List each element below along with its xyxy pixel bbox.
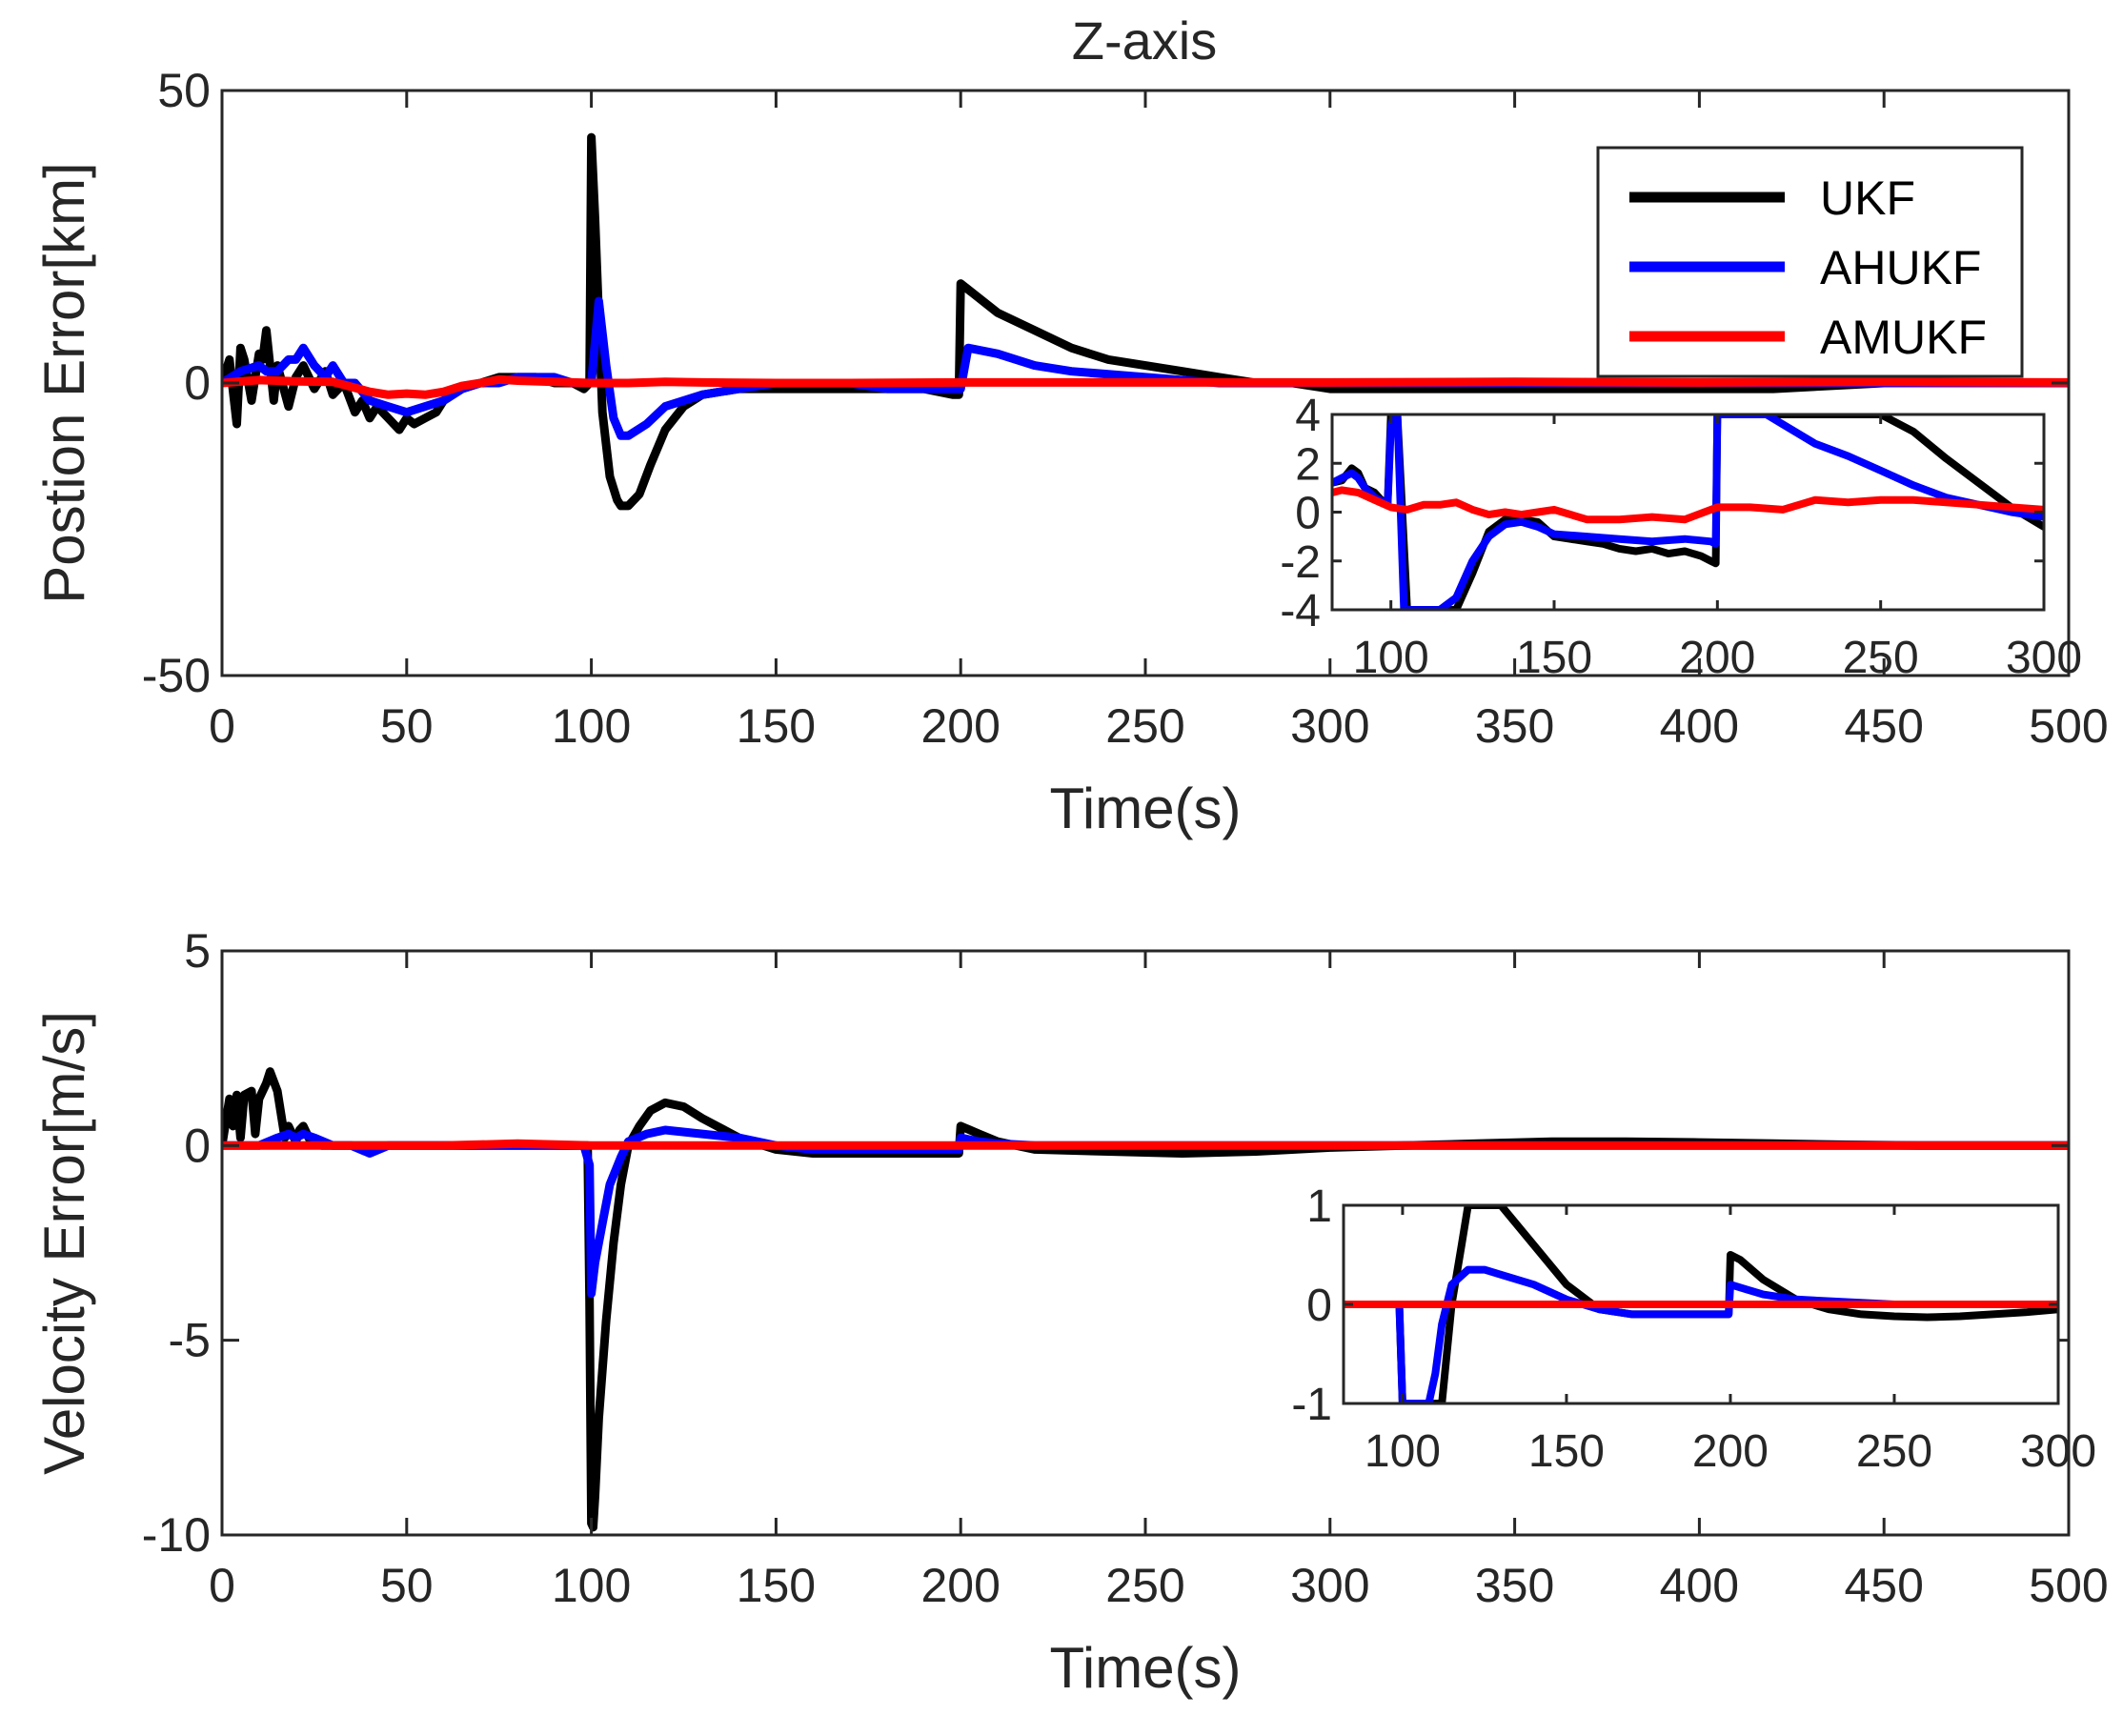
y-tick-label: 0 (1295, 489, 1321, 539)
x-tick-label: 0 (209, 1559, 235, 1612)
x-tick-label: 100 (552, 1559, 631, 1612)
x-tick-label: 250 (1105, 699, 1184, 753)
y-tick-label: 0 (184, 356, 211, 410)
y-tick-label: 0 (1306, 1281, 1332, 1331)
x-tick-label: 450 (1844, 699, 1923, 753)
y-tick-label: 50 (157, 64, 211, 117)
velocity-error-inset: 100 150 200 250 300 -1 0 1 (1291, 1181, 2096, 1477)
y-tick-label: -10 (142, 1508, 211, 1562)
x-tick-label: 400 (1660, 1559, 1739, 1612)
series-line-amukf (1332, 486, 2044, 524)
x-tick-label: 200 (920, 1559, 1000, 1612)
x-tick-label: 300 (2020, 1426, 2096, 1477)
x-tick-label: 200 (920, 699, 1000, 753)
y-tick-label: -2 (1280, 537, 1321, 588)
y-tick-label: -1 (1291, 1380, 1332, 1430)
x-tick-label: 50 (380, 699, 434, 753)
series-line-amukf (222, 374, 2069, 399)
x-tick-label: 300 (1290, 699, 1369, 753)
y-tick-label: -50 (142, 649, 211, 702)
legend-label-ahukf: AHUKF (1820, 241, 1981, 294)
x-tick-label: 150 (1516, 633, 1592, 683)
x-axis-label: Time(s) (1049, 777, 1241, 840)
x-tick-label: 100 (1353, 633, 1429, 683)
x-tick-label: 300 (2006, 633, 2082, 683)
series-line-amukf (222, 1139, 2069, 1150)
x-tick-label: 200 (1679, 633, 1755, 683)
x-tick-label: 150 (737, 1559, 816, 1612)
x-tick-label: 50 (380, 1559, 434, 1612)
x-tick-label: 150 (737, 699, 816, 753)
y-axis-label: Postion Error[km] (32, 162, 96, 603)
x-tick-label: 350 (1475, 1559, 1554, 1612)
x-tick-label: 350 (1475, 699, 1554, 753)
y-tick-label: 2 (1295, 439, 1321, 490)
legend: UKF AHUKF AMUKF (1596, 146, 2024, 378)
x-tick-label: 500 (2029, 699, 2108, 753)
x-tick-label: 200 (1692, 1426, 1769, 1477)
y-tick-label: 5 (184, 924, 211, 978)
x-tick-label: 250 (1856, 1426, 1932, 1477)
x-tick-label: 300 (1290, 1559, 1369, 1612)
x-tick-label: 250 (1105, 1559, 1184, 1612)
x-tick-label: 400 (1660, 699, 1739, 753)
plot-area (1332, 414, 2044, 610)
x-axis-label: Time(s) (1049, 1636, 1241, 1700)
series-line-ukf (1344, 1205, 2058, 1403)
figure-title: Z-axis (1072, 10, 1217, 71)
y-axis-label: Velocity Error[m/s] (32, 1011, 96, 1475)
y-tick-label: 1 (1306, 1181, 1332, 1232)
x-tick-label: 150 (1528, 1426, 1605, 1477)
series-line-ahukf (222, 296, 2069, 440)
legend-label-amukf: AMUKF (1820, 311, 1987, 364)
series-line-ukf (222, 1067, 2069, 1532)
x-tick-label: 0 (209, 699, 235, 753)
x-tick-label: 100 (1365, 1426, 1441, 1477)
y-tick-label: -4 (1280, 586, 1321, 636)
x-tick-label: 500 (2029, 1559, 2108, 1612)
legend-label-ukf: UKF (1820, 172, 1915, 225)
y-tick-label: -5 (169, 1314, 211, 1367)
y-tick-label: 4 (1295, 391, 1321, 441)
x-tick-label: 100 (552, 699, 631, 753)
series-line-ahukf (1344, 1265, 2058, 1403)
series-line-ukf (222, 132, 2069, 511)
x-tick-label: 450 (1844, 1559, 1923, 1612)
y-tick-label: 0 (184, 1119, 211, 1172)
x-tick-label: 250 (1843, 633, 1919, 683)
